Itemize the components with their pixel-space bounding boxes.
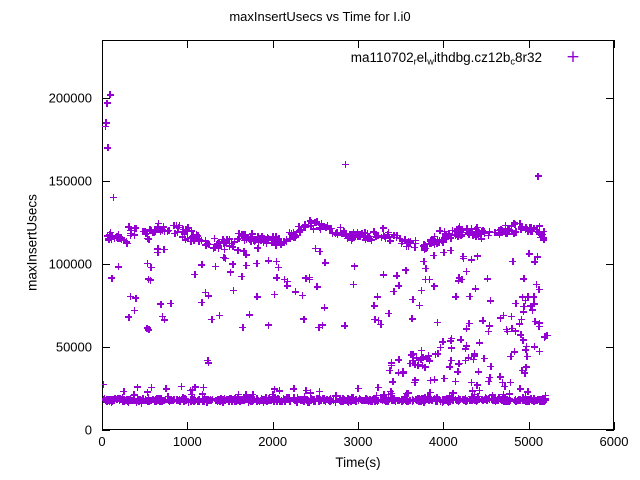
x-tick-mark (358, 422, 359, 430)
x-tick-label: 3000 (343, 434, 373, 449)
x-axis-label: Time(s) (335, 455, 381, 470)
x-tick-label: 0 (98, 434, 106, 449)
y-tick-mark-right (606, 347, 614, 349)
y-tick-mark (102, 430, 110, 431)
y-tick-label: 100000 (48, 256, 92, 272)
x-tick-mark-top (528, 40, 530, 48)
x-tick-mark (614, 422, 615, 430)
y-tick-mark (102, 347, 110, 349)
chart-title: maxInsertUsecs vs Time for I.i0 (229, 9, 411, 24)
x-tick-mark (443, 422, 445, 430)
y-tick-label: 0 (84, 422, 92, 438)
x-tick-mark-top (272, 40, 274, 48)
x-tick-mark (272, 422, 274, 430)
x-tick-mark-top (443, 40, 445, 48)
chart-legend: ma110702relwithdbg.cz12bc8r32 + (300, 44, 590, 70)
y-tick-mark-right (606, 430, 614, 431)
y-tick-mark (102, 98, 110, 100)
legend-series-label: ma110702relwithdbg.cz12bc8r32 (350, 49, 542, 67)
y-tick-mark-right (606, 181, 614, 183)
x-tick-mark (187, 422, 189, 430)
x-tick-mark-top (614, 40, 615, 48)
y-tick-mark-right (606, 98, 614, 100)
plot-frame (102, 40, 614, 430)
y-tick-mark (102, 264, 110, 266)
x-tick-label: 5000 (514, 434, 544, 449)
x-tick-label: 4000 (428, 434, 458, 449)
y-tick-label: 150000 (48, 173, 92, 189)
x-tick-label: 6000 (599, 434, 629, 449)
x-tick-label: 1000 (172, 434, 202, 449)
x-tick-mark-top (102, 40, 103, 48)
y-tick-label: 200000 (48, 90, 92, 106)
y-tick-label: 50000 (55, 339, 92, 355)
x-tick-mark-top (358, 40, 359, 48)
y-tick-mark (102, 181, 110, 183)
x-tick-mark (102, 422, 103, 430)
x-tick-mark-top (187, 40, 189, 48)
y-tick-mark-right (606, 264, 614, 266)
legend-marker-icon: + (565, 46, 581, 67)
y-axis-label: maxInsertUsecs (24, 194, 40, 291)
x-tick-mark (528, 422, 530, 430)
x-tick-label: 2000 (258, 434, 288, 449)
